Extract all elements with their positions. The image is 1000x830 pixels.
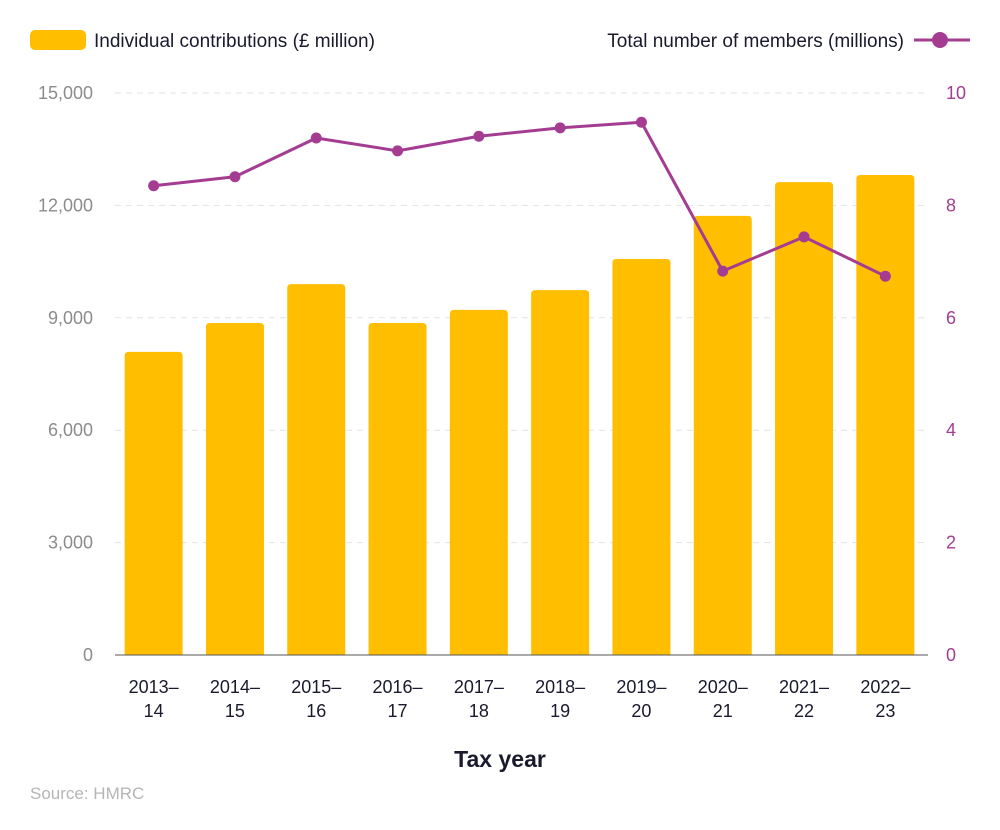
x-tick-label: 2014– 15 [210,677,260,721]
y-right-tick-label: 0 [946,645,956,665]
x-tick-label: 2018– 19 [535,677,585,721]
bar [531,290,590,655]
line-series [153,120,887,278]
source-note: Source: HMRC [30,784,145,803]
line-point [310,132,322,144]
line-point [473,130,485,142]
bar [287,284,346,655]
y-left-tick-label: 6,000 [48,420,93,440]
line-point [148,180,160,192]
y-right-tick-label: 10 [946,83,966,103]
x-tick-label: 2021– 22 [779,677,829,721]
x-tick-label: 2022– 23 [860,677,910,721]
legend-swatch-bar [30,30,86,50]
legend-label-line: Total number of members (millions) [607,31,904,52]
x-tick-label: 2015– 16 [291,677,341,721]
line-point [229,171,241,183]
y-left-tick-label: 0 [83,645,93,665]
y-left-tick-label: 9,000 [48,308,93,328]
bar [124,351,183,655]
line-point [717,265,729,277]
y-left-tick-label: 12,000 [38,195,93,215]
bar [449,309,508,655]
y-right-tick-label: 8 [946,195,956,215]
line-point [879,270,891,282]
bar [693,215,752,655]
line-point [392,145,404,157]
bar [205,323,264,655]
y-right-tick-label: 6 [946,308,956,328]
bar [612,258,671,655]
y-left-tick-label: 3,000 [48,533,93,553]
y-left-tick-label: 15,000 [38,83,93,103]
x-axis-title: Tax year [454,746,546,772]
y-right-tick-label: 4 [946,420,956,440]
x-tick-label: 2013– 14 [129,677,179,721]
bar [775,182,834,656]
x-tick-label: 2020– 21 [698,677,748,721]
x-tick-label: 2017– 18 [454,677,504,721]
x-tick-label: 2016– 17 [373,677,423,721]
line-point [554,122,566,134]
bar [368,323,427,655]
bar [856,175,915,655]
x-tick-label: 2019– 20 [616,677,666,721]
legend-swatch-marker [932,32,948,48]
line-point [798,231,810,243]
line-point [635,116,647,128]
legend-label-bar: Individual contributions (£ million) [94,31,375,52]
y-right-tick-label: 2 [946,533,956,553]
